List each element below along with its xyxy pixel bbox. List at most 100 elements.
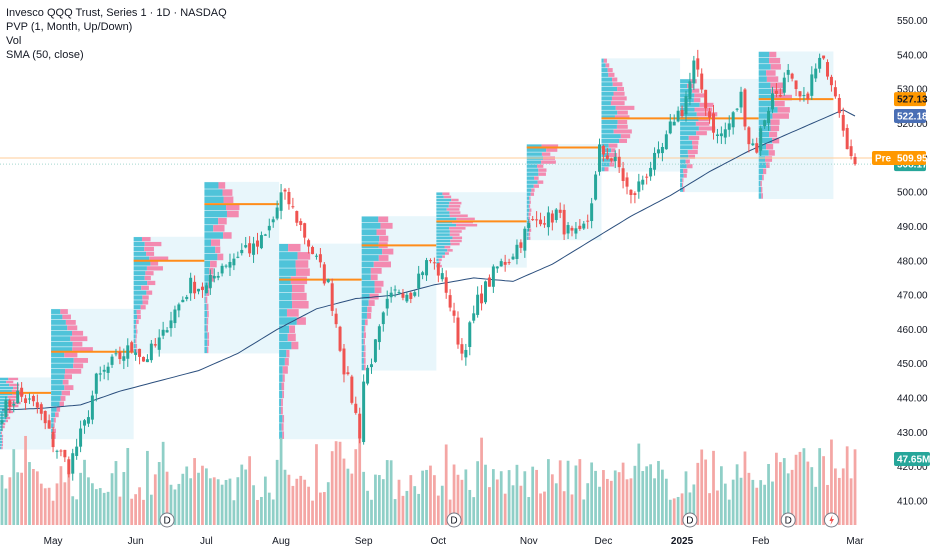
profile-row-down xyxy=(137,314,141,320)
candle-body xyxy=(837,97,841,114)
candle-body xyxy=(621,168,625,181)
candle xyxy=(185,294,189,302)
volume-bar xyxy=(830,439,833,525)
profile-row-up xyxy=(51,412,56,418)
volume-bar xyxy=(566,460,570,525)
profile-row-down xyxy=(217,253,224,261)
volume-bar xyxy=(499,471,503,525)
profile-row-down xyxy=(531,188,535,192)
profile-row-up xyxy=(279,366,283,374)
dividend-icon[interactable]: D xyxy=(682,512,698,528)
profile-row-down xyxy=(692,88,700,93)
volume-bar xyxy=(759,480,763,525)
profile-row-down xyxy=(448,205,461,208)
legend-sma[interactable]: SMA (50, close) xyxy=(6,49,84,61)
candle-body xyxy=(594,174,598,200)
candle-body xyxy=(145,359,149,363)
candle xyxy=(723,122,727,145)
candle-body xyxy=(8,400,12,407)
volume-bar xyxy=(503,493,507,525)
candle-body xyxy=(126,345,130,359)
candle xyxy=(236,251,240,259)
profile-row-up xyxy=(436,205,449,208)
profile-row-up xyxy=(279,431,283,439)
profile-row-up xyxy=(758,143,767,150)
profile-row-down xyxy=(370,274,378,281)
profile-row-down xyxy=(609,162,615,167)
volume-bar xyxy=(177,483,181,525)
legend-pvp[interactable]: PVP (1, Month, Up/Down) xyxy=(6,21,133,33)
candle-body xyxy=(829,76,833,86)
candle-body xyxy=(248,243,252,254)
volume-bar xyxy=(260,496,263,525)
candle-body xyxy=(704,89,708,109)
pre-market-badge: Pre 509.95 xyxy=(872,151,928,166)
dividend-icon[interactable]: D xyxy=(159,512,175,528)
candle xyxy=(546,206,550,236)
profile-row-down xyxy=(368,300,375,306)
profile-row-down xyxy=(215,246,221,254)
candle-body xyxy=(444,277,448,293)
volume-bar xyxy=(822,456,825,525)
candle-body xyxy=(102,369,106,372)
profile-row-up xyxy=(526,176,535,180)
earnings-flash-icon[interactable] xyxy=(823,512,839,528)
profile-row-down xyxy=(1,437,3,441)
profile-row-down xyxy=(65,319,76,325)
candle xyxy=(326,278,330,284)
volume-bar xyxy=(849,478,853,525)
profile-row-down xyxy=(6,380,14,384)
volume-bar xyxy=(775,452,778,525)
profile-row-down xyxy=(774,100,785,107)
volume-bar xyxy=(267,492,271,525)
dividend-icon[interactable]: D xyxy=(446,512,462,528)
profile-row-up xyxy=(601,58,604,63)
volume-bar xyxy=(495,479,499,525)
profile-row-up xyxy=(279,341,292,350)
profile-row-down xyxy=(150,261,159,266)
profile-row-up xyxy=(204,225,214,232)
candle xyxy=(134,349,138,361)
candle xyxy=(86,410,90,427)
poc-price-badge: 527.13 xyxy=(894,92,928,107)
volume-bar xyxy=(421,470,424,525)
dividend-icon[interactable]: D xyxy=(780,512,796,528)
profile-row-down xyxy=(541,144,559,148)
profile-row-up xyxy=(279,390,283,399)
profile-row-down xyxy=(1,425,5,429)
candle-body xyxy=(719,133,723,137)
profile-row-up xyxy=(526,148,547,152)
candle xyxy=(173,305,177,329)
profile-row-down xyxy=(612,82,623,87)
volume-bar xyxy=(668,499,672,525)
profile-row-up xyxy=(204,260,211,268)
profile-row-down xyxy=(449,227,466,230)
candle-body xyxy=(727,123,731,130)
profile-range-oct xyxy=(436,192,527,268)
profile-row-up xyxy=(204,253,218,261)
candle xyxy=(806,91,810,104)
profile-row-up xyxy=(680,178,683,183)
candle xyxy=(542,216,546,228)
profile-row-down xyxy=(207,310,209,318)
profile-row-up xyxy=(133,348,137,354)
candle xyxy=(393,285,397,298)
candle-body xyxy=(527,223,531,228)
profile-row-down xyxy=(769,131,778,138)
profile-row-up xyxy=(51,401,60,407)
profile-row-down xyxy=(286,349,290,358)
candle xyxy=(370,358,373,374)
legend-title[interactable]: Invesco QQQ Trust, Series 1 · 1D · NASDA… xyxy=(6,7,227,19)
candle xyxy=(550,210,554,231)
profile-row-up xyxy=(758,150,769,156)
candle-body xyxy=(810,74,814,96)
candle xyxy=(468,320,472,356)
profile-row-down xyxy=(364,319,368,326)
profile-row-down xyxy=(291,341,299,350)
y-tick-label: 420.00 xyxy=(897,462,928,473)
legend-vol[interactable]: Vol xyxy=(6,35,22,47)
candle xyxy=(747,126,751,153)
candle-body xyxy=(153,344,157,346)
profile-row-down xyxy=(206,303,209,311)
